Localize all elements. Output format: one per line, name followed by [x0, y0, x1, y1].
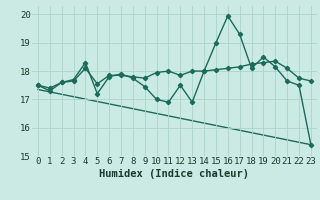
X-axis label: Humidex (Indice chaleur): Humidex (Indice chaleur) — [100, 169, 249, 179]
